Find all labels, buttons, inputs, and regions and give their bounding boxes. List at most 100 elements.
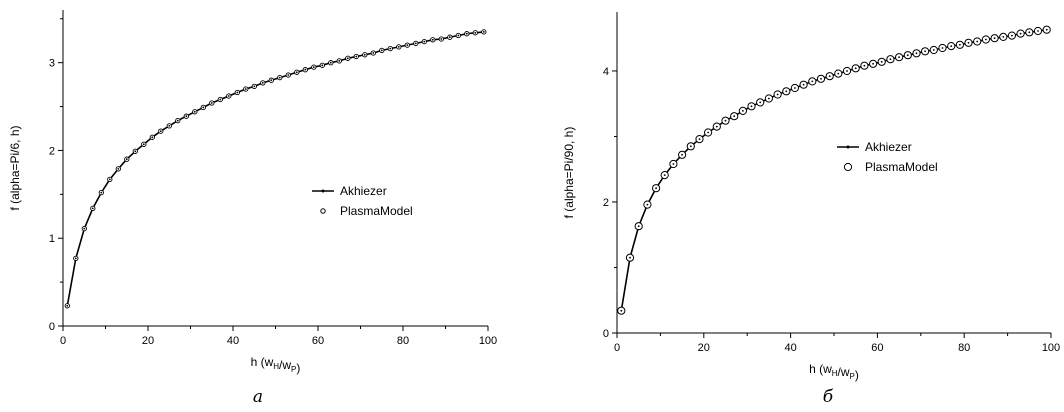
data-point-akhiezer (655, 187, 657, 189)
data-point-akhiezer (262, 82, 264, 84)
data-point-akhiezer (245, 88, 247, 90)
y-axis-label: f (alpha=Pi/6, h) (8, 125, 22, 210)
x-tick-label: 80 (397, 335, 409, 347)
data-point-akhiezer (151, 136, 153, 138)
x-axis-label-part: ) (296, 361, 300, 375)
x-tick-label: 60 (871, 342, 883, 354)
data-point-akhiezer (673, 163, 675, 165)
data-point-akhiezer (92, 208, 94, 210)
data-point-akhiezer (381, 50, 383, 52)
legend-label-akhiezer: Akhiezer (865, 140, 912, 154)
data-point-akhiezer (907, 54, 909, 56)
data-point-akhiezer (355, 56, 357, 58)
data-point-akhiezer (942, 47, 944, 49)
data-point-akhiezer (449, 36, 451, 38)
data-point-akhiezer (338, 60, 340, 62)
data-point-akhiezer (117, 168, 119, 170)
data-point-akhiezer (347, 57, 349, 59)
data-point-akhiezer (1046, 29, 1048, 31)
data-point-akhiezer (829, 75, 831, 77)
data-point-akhiezer (890, 58, 892, 60)
data-point-akhiezer (924, 50, 926, 52)
data-point-akhiezer (898, 56, 900, 58)
x-tick-label: 100 (1042, 342, 1060, 354)
data-point-akhiezer (837, 73, 839, 75)
data-point-akhiezer (457, 35, 459, 37)
panel-label: a (253, 387, 263, 407)
data-point-akhiezer (313, 66, 315, 68)
chart-panel-1: 0 20 40 60 80 100 0 1 2 3 h (wH/wP) f (alpha=Pi/6, … (8, 10, 497, 407)
data-point-akhiezer (733, 115, 735, 117)
data-point-akhiezer (440, 38, 442, 40)
data-point-akhiezer (1011, 35, 1013, 37)
data-point-akhiezer (950, 45, 952, 47)
data-point-akhiezer (1020, 33, 1022, 35)
data-point-akhiezer (432, 39, 434, 41)
data-point-akhiezer (364, 54, 366, 56)
data-point-akhiezer (681, 154, 683, 156)
x-tick-label: 20 (698, 342, 710, 354)
x-axis-label-part: h (w (251, 355, 274, 369)
data-point-akhiezer (75, 258, 77, 260)
data-point-akhiezer (483, 31, 485, 33)
data-point-akhiezer (270, 79, 272, 81)
y-tick-label: 2 (603, 197, 609, 209)
series-line-akhiezer (621, 30, 1046, 311)
data-point-akhiezer (959, 44, 961, 46)
data-point-akhiezer (236, 92, 238, 94)
data-point-akhiezer (881, 61, 883, 63)
data-point-akhiezer (751, 105, 753, 107)
data-point-akhiezer (185, 115, 187, 117)
data-point-akhiezer (143, 143, 145, 145)
legend-label-akhiezer: Akhiezer (340, 184, 387, 198)
data-point-akhiezer (985, 39, 987, 41)
data-point-akhiezer (466, 33, 468, 35)
data-point-akhiezer (647, 204, 649, 206)
data-point-akhiezer (126, 158, 128, 160)
data-point-akhiezer (690, 145, 692, 147)
data-point-akhiezer (725, 120, 727, 122)
data-point-akhiezer (228, 95, 230, 97)
x-tick-label: 0 (60, 335, 66, 347)
data-point-akhiezer (820, 78, 822, 80)
data-point-akhiezer (211, 102, 213, 104)
x-axis-label-part: h (w (809, 362, 832, 376)
data-point-akhiezer (109, 179, 111, 181)
x-tick-label: 0 (614, 342, 620, 354)
data-point-akhiezer (194, 111, 196, 113)
legend-swatch-circle (844, 163, 851, 170)
data-point-akhiezer (287, 74, 289, 76)
data-point-akhiezer (933, 49, 935, 51)
data-point-akhiezer (629, 257, 631, 259)
data-point-akhiezer (707, 132, 709, 134)
data-point-akhiezer (1028, 31, 1030, 33)
data-point-akhiezer (699, 138, 701, 140)
data-point-akhiezer (304, 69, 306, 71)
data-point-akhiezer (100, 192, 102, 194)
panel-label: б (823, 387, 834, 407)
data-point-akhiezer (855, 67, 857, 69)
x-axis-label-part: /w (838, 365, 850, 379)
x-tick-label: 100 (479, 335, 497, 347)
data-point-akhiezer (372, 52, 374, 54)
data-point-akhiezer (330, 62, 332, 64)
y-tick-label: 3 (49, 58, 55, 70)
data-point-akhiezer (994, 37, 996, 39)
data-point-akhiezer (253, 86, 255, 88)
data-point-akhiezer (777, 94, 779, 96)
x-tick-label: 20 (142, 335, 154, 347)
y-tick-label: 0 (49, 321, 55, 333)
data-point-akhiezer (716, 126, 718, 128)
data-point-akhiezer (811, 81, 813, 83)
data-point-akhiezer (296, 71, 298, 73)
data-point-akhiezer (66, 305, 68, 307)
data-point-akhiezer (638, 225, 640, 227)
legend-swatch-dot (322, 190, 325, 193)
data-point-akhiezer (872, 63, 874, 65)
legend: Akhiezer PlasmaModel (312, 184, 413, 218)
data-point-akhiezer (134, 150, 136, 152)
data-point-akhiezer (664, 174, 666, 176)
data-point-akhiezer (1002, 36, 1004, 38)
data-point-akhiezer (168, 125, 170, 127)
legend: Akhiezer PlasmaModel (837, 140, 938, 174)
